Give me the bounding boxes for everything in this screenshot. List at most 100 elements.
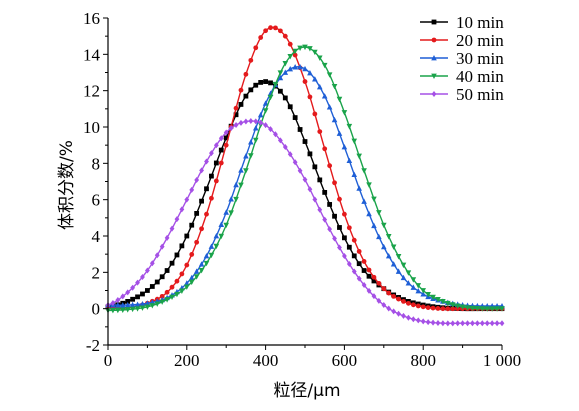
data-point	[282, 95, 288, 101]
data-point	[420, 288, 426, 294]
data-point	[204, 158, 209, 165]
data-point	[184, 262, 190, 268]
data-point	[425, 305, 431, 311]
legend-marker	[431, 91, 437, 97]
data-point	[258, 80, 264, 85]
data-point	[312, 196, 318, 203]
data-point	[395, 254, 402, 260]
legend-entry: 40 min	[420, 67, 504, 86]
data-point	[459, 304, 466, 310]
data-point	[400, 262, 407, 269]
data-point	[130, 296, 136, 302]
data-point	[327, 226, 333, 233]
data-point	[317, 177, 323, 183]
data-point	[356, 185, 362, 191]
data-point	[277, 28, 283, 34]
data-point	[401, 312, 406, 319]
data-point	[307, 69, 313, 76]
data-point	[327, 202, 333, 207]
data-point	[174, 278, 180, 284]
data-point	[366, 210, 372, 217]
data-point	[233, 105, 239, 111]
legend-entry: 30 min	[420, 49, 504, 68]
data-point	[390, 244, 397, 250]
data-point	[351, 171, 358, 177]
data-point	[233, 121, 239, 128]
series-line	[107, 80, 502, 310]
data-point	[464, 305, 471, 311]
x-tick-label: 1 000	[483, 351, 521, 370]
data-point	[385, 234, 392, 240]
legend-entry: 20 min	[420, 31, 504, 50]
data-point	[401, 299, 406, 304]
data-point	[391, 308, 397, 315]
data-point	[135, 294, 140, 300]
data-point	[361, 282, 367, 289]
data-point	[174, 216, 180, 223]
data-point	[376, 233, 382, 240]
data-point	[184, 280, 190, 286]
data-point	[322, 190, 328, 195]
data-point	[302, 139, 308, 144]
data-point	[440, 306, 446, 312]
data-point	[326, 104, 333, 110]
data-point	[164, 268, 170, 273]
data-point	[243, 153, 249, 159]
data-point	[381, 222, 387, 229]
data-point	[194, 239, 200, 245]
data-point	[282, 143, 288, 150]
data-point	[435, 319, 441, 326]
y-tick-label: 10	[83, 118, 100, 137]
data-point	[297, 167, 303, 174]
data-point	[390, 261, 397, 267]
data-point	[420, 318, 426, 325]
data-point	[223, 142, 229, 148]
legend-label: 30 min	[456, 49, 504, 68]
data-point	[435, 306, 441, 311]
data-point	[465, 320, 470, 327]
data-point	[174, 291, 180, 298]
data-point	[297, 63, 303, 70]
legend-marker	[431, 55, 437, 61]
data-point	[277, 70, 284, 76]
data-point	[248, 153, 254, 159]
series-10-min	[105, 79, 505, 312]
data-point	[440, 320, 446, 327]
data-point	[425, 291, 431, 298]
data-point	[140, 291, 145, 297]
data-point	[154, 301, 161, 307]
data-point	[149, 303, 156, 309]
data-point	[292, 48, 298, 55]
data-point	[139, 305, 146, 311]
data-point	[243, 93, 249, 99]
data-point	[307, 94, 313, 100]
data-point	[125, 299, 131, 304]
data-point	[341, 143, 348, 150]
data-point	[376, 210, 382, 216]
data-point	[381, 286, 387, 292]
data-point	[199, 226, 204, 232]
data-point	[415, 317, 421, 324]
data-point	[287, 65, 294, 72]
data-point	[361, 198, 367, 204]
y-tick-label: 14	[83, 45, 101, 64]
y-tick-label: 6	[92, 191, 101, 210]
data-point	[395, 268, 402, 274]
y-tick-label: 0	[92, 300, 101, 319]
data-point	[361, 268, 367, 273]
data-point	[449, 302, 456, 308]
data-point	[376, 297, 382, 304]
data-point	[302, 79, 308, 84]
data-point	[312, 49, 318, 56]
data-point	[445, 300, 451, 307]
data-point	[454, 303, 461, 309]
data-point	[332, 180, 337, 186]
x-tick-label: 800	[410, 351, 436, 370]
data-point	[233, 181, 239, 188]
data-point	[238, 119, 244, 126]
data-point	[209, 173, 214, 179]
data-point	[253, 45, 259, 51]
data-point	[134, 306, 141, 312]
